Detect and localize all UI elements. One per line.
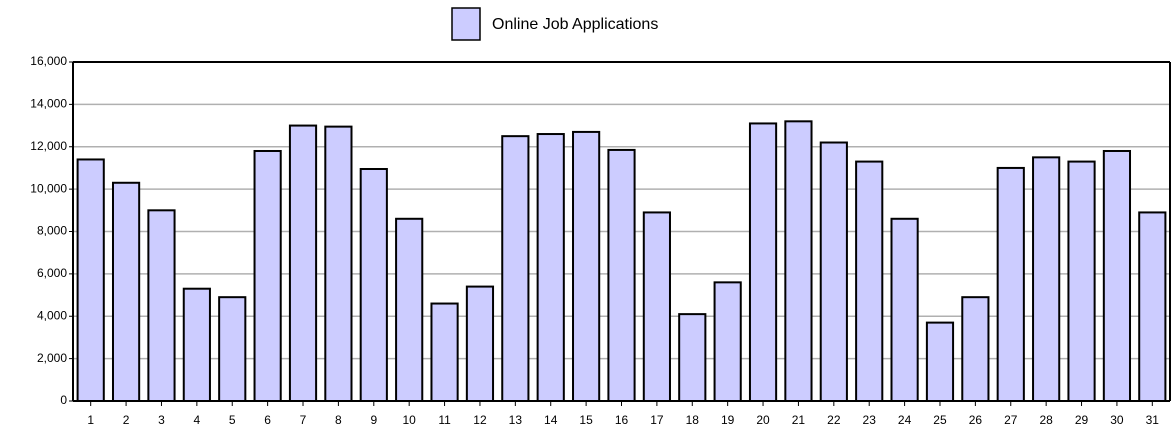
x-tick-label: 31 (1146, 413, 1160, 427)
y-tick-label: 10,000 (30, 181, 67, 195)
x-tick-label: 24 (898, 413, 912, 427)
x-tick-label: 29 (1075, 413, 1089, 427)
bar (430, 302, 459, 403)
y-tick-label: 4,000 (37, 308, 67, 322)
legend-swatch (451, 7, 481, 41)
x-tick-label: 3 (158, 413, 165, 427)
y-tick-label: 2,000 (37, 351, 67, 365)
bar (536, 133, 565, 402)
x-tick-label: 7 (300, 413, 307, 427)
x-tick-label: 19 (721, 413, 735, 427)
x-tick-label: 26 (969, 413, 983, 427)
bar (111, 181, 141, 402)
x-tick-label: 14 (544, 413, 558, 427)
bar (218, 296, 247, 402)
x-tick-label: 27 (1004, 413, 1018, 427)
x-tick-label: 1 (87, 413, 94, 427)
bar (253, 149, 282, 402)
y-tick-label: 0 (60, 393, 67, 407)
bar (465, 285, 495, 402)
bar (1032, 156, 1061, 402)
bar (642, 211, 671, 402)
bar (607, 148, 636, 402)
bar (678, 313, 707, 403)
x-tick-label: 30 (1110, 413, 1124, 427)
bar (147, 209, 176, 402)
bar (748, 122, 778, 402)
bar (288, 124, 318, 402)
bar (359, 167, 388, 402)
x-tick-label: 8 (335, 413, 342, 427)
bar (1067, 160, 1096, 402)
x-tick-label: 21 (792, 413, 806, 427)
x-tick-label: 9 (370, 413, 377, 427)
bar (182, 287, 211, 402)
bar (324, 125, 353, 402)
y-tick-label: 12,000 (30, 139, 67, 153)
bar (925, 321, 955, 403)
legend-label: Online Job Applications (492, 16, 658, 33)
bar (996, 166, 1025, 402)
y-tick-label: 8,000 (37, 224, 67, 238)
bar (855, 160, 884, 402)
x-tick-label: 20 (756, 413, 770, 427)
y-tick-label: 6,000 (37, 266, 67, 280)
x-tick-label: 6 (264, 413, 271, 427)
x-tick-label: 28 (1039, 413, 1053, 427)
x-tick-label: 13 (509, 413, 523, 427)
bar (501, 135, 530, 402)
x-tick-label: 23 (863, 413, 877, 427)
bar (395, 217, 424, 402)
x-tick-label: 22 (827, 413, 841, 427)
x-tick-label: 25 (933, 413, 947, 427)
x-tick-label: 16 (615, 413, 629, 427)
x-tick-label: 11 (438, 413, 451, 427)
x-tick-label: 2 (123, 413, 130, 427)
x-tick-label: 10 (402, 413, 416, 427)
bar (961, 296, 990, 402)
x-tick-label: 12 (473, 413, 487, 427)
bar (1102, 149, 1132, 402)
x-tick-label: 18 (686, 413, 700, 427)
bar (572, 130, 601, 402)
bar (1138, 211, 1167, 402)
x-tick-label: 5 (229, 413, 236, 427)
x-tick-label: 4 (194, 413, 201, 427)
y-tick-label: 16,000 (30, 54, 67, 68)
x-tick-label: 17 (650, 413, 664, 427)
bar (713, 281, 742, 403)
y-tick-label: 14,000 (30, 97, 67, 111)
x-tick-label: 15 (579, 413, 593, 427)
bar (784, 120, 813, 402)
bar (890, 217, 919, 402)
bar (819, 141, 848, 402)
bar (76, 158, 105, 402)
